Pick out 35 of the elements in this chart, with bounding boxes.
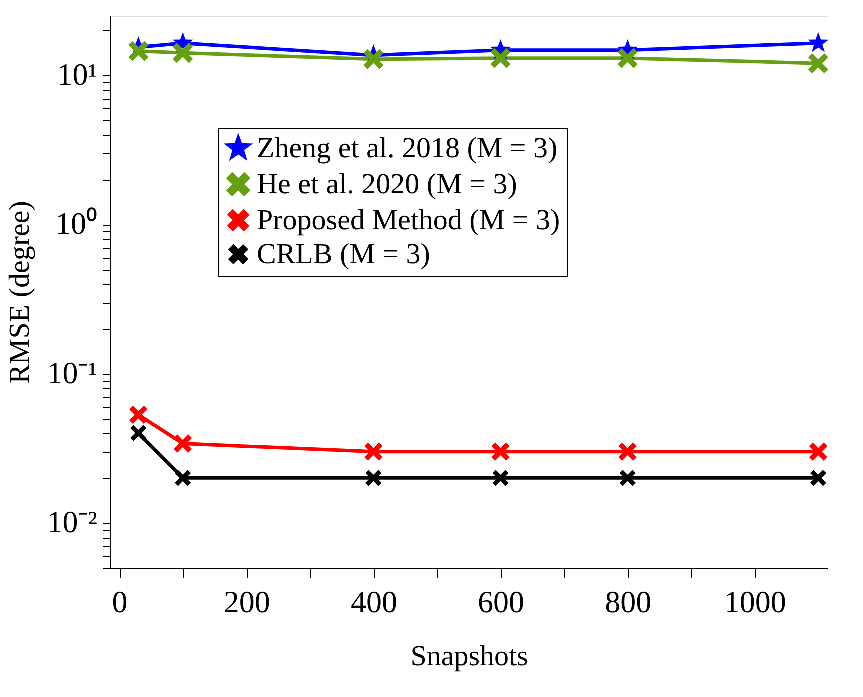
legend-label: Zheng et al. 2018 (M = 3): [257, 132, 558, 164]
point: [130, 425, 147, 442]
point: [366, 470, 382, 486]
point: [128, 41, 149, 62]
legend-label: Proposed Method (M = 3): [257, 204, 560, 236]
point: [620, 470, 636, 486]
point: [810, 470, 827, 486]
point: [492, 470, 509, 486]
point: [809, 442, 828, 462]
point: [364, 442, 383, 462]
x-tick-label: 800: [605, 584, 652, 620]
x-tick-label: 0: [112, 584, 128, 620]
point: [174, 434, 192, 453]
point: [808, 53, 828, 74]
x-tick-label: 200: [224, 584, 270, 620]
x-tick-label: 600: [478, 584, 525, 620]
legend-label: CRLB (M = 3): [257, 238, 430, 270]
point: [618, 48, 638, 68]
y-tick-label: 10¹: [57, 56, 98, 92]
y-tick-label: 10⁰: [56, 206, 98, 242]
x-tick-label: 400: [350, 584, 398, 620]
point: [364, 49, 384, 70]
point: [808, 32, 828, 52]
y-axis-title: RMSE (degree): [4, 201, 36, 384]
x-tick-label: 1000: [724, 584, 786, 620]
point: [490, 48, 511, 68]
y-tick-label: 10⁻²: [47, 504, 98, 540]
point: [492, 442, 510, 462]
point: [172, 43, 194, 64]
point: [618, 442, 637, 462]
point: [175, 470, 192, 486]
y-tick-label: 10⁻¹: [47, 355, 98, 390]
legend-label: He et al. 2020 (M = 3): [257, 168, 518, 200]
x-axis-title: Snapshots: [410, 640, 528, 672]
point: [129, 406, 148, 424]
